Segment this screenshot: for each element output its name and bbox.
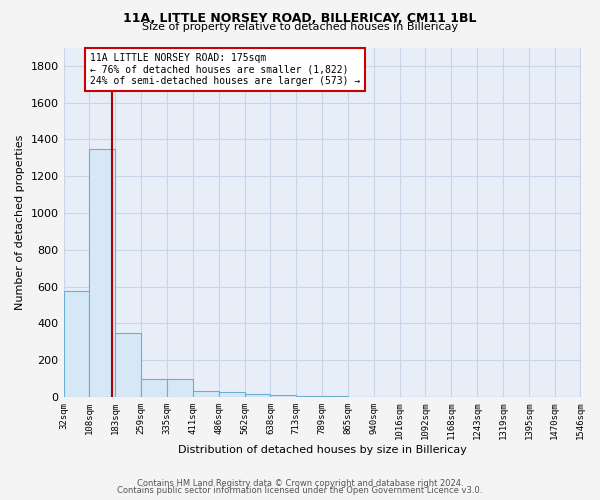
Bar bbox=[141, 380, 167, 397]
Bar bbox=[115, 332, 141, 397]
X-axis label: Distribution of detached houses by size in Billericay: Distribution of detached houses by size … bbox=[178, 445, 466, 455]
Bar bbox=[89, 148, 115, 397]
Text: Contains HM Land Registry data © Crown copyright and database right 2024.: Contains HM Land Registry data © Crown c… bbox=[137, 478, 463, 488]
Bar bbox=[271, 395, 296, 397]
Bar bbox=[245, 394, 271, 397]
Text: 11A, LITTLE NORSEY ROAD, BILLERICAY, CM11 1BL: 11A, LITTLE NORSEY ROAD, BILLERICAY, CM1… bbox=[123, 12, 477, 26]
Bar bbox=[322, 396, 348, 397]
Y-axis label: Number of detached properties: Number of detached properties bbox=[15, 134, 25, 310]
Text: Contains public sector information licensed under the Open Government Licence v3: Contains public sector information licen… bbox=[118, 486, 482, 495]
Bar bbox=[218, 392, 245, 397]
Text: 11A LITTLE NORSEY ROAD: 175sqm
← 76% of detached houses are smaller (1,822)
24% : 11A LITTLE NORSEY ROAD: 175sqm ← 76% of … bbox=[90, 53, 361, 86]
Bar bbox=[167, 380, 193, 397]
Text: Size of property relative to detached houses in Billericay: Size of property relative to detached ho… bbox=[142, 22, 458, 32]
Bar bbox=[296, 396, 322, 397]
Bar bbox=[64, 291, 89, 397]
Bar bbox=[193, 392, 218, 397]
